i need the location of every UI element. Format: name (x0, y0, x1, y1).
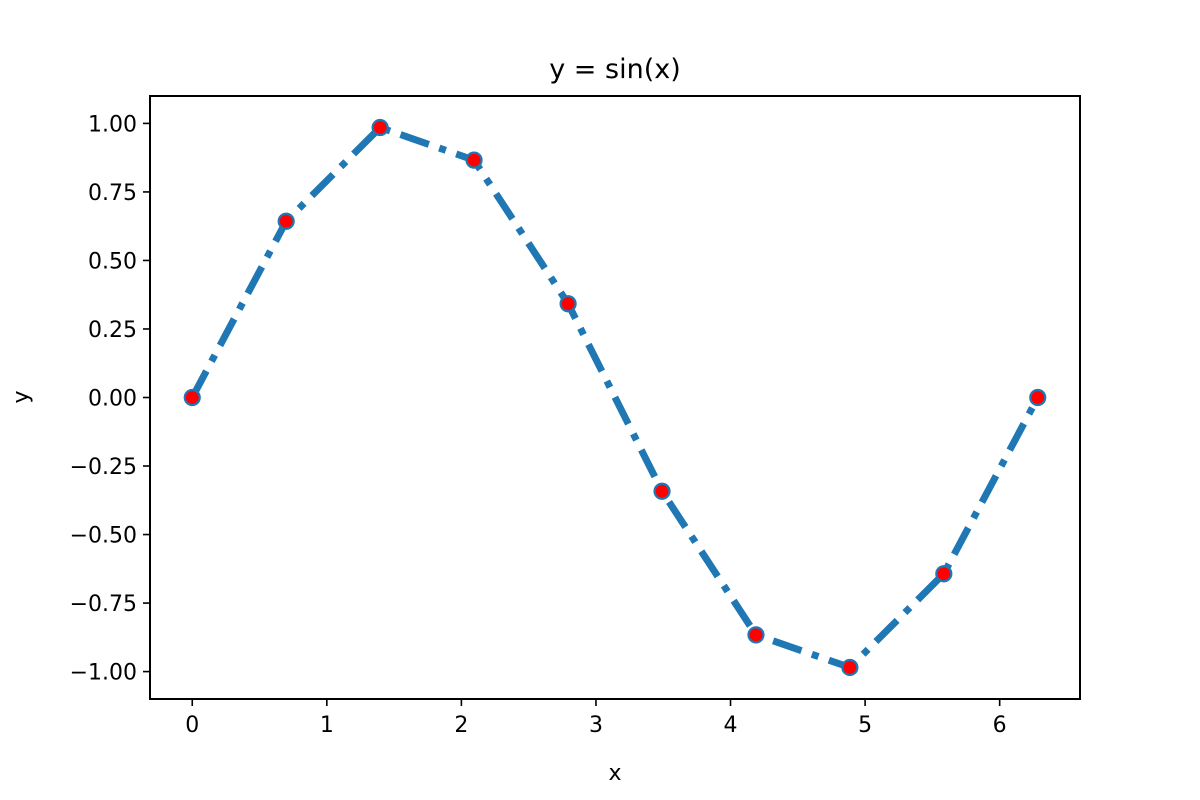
data-point-marker (747, 626, 765, 644)
x-axis-label: x (608, 761, 621, 786)
y-tick-label: 0.75 (88, 181, 137, 206)
y-tick-label: −1.00 (70, 661, 137, 686)
y-tick-label: 0.25 (88, 318, 137, 343)
y-axis-label: y (9, 390, 34, 403)
plot-area-frame (149, 95, 1081, 700)
x-tick-label: 5 (858, 713, 872, 738)
x-tick-label: 1 (320, 713, 334, 738)
y-tick-label: 0.00 (88, 387, 137, 412)
data-point-marker (841, 658, 859, 677)
x-tick-label: 6 (993, 713, 1007, 738)
x-tick-label: 2 (454, 713, 468, 738)
y-tick-label: 1.00 (88, 112, 137, 137)
x-tick-label: 4 (724, 713, 738, 738)
series-layer (183, 118, 1047, 677)
x-tick-label: 3 (589, 713, 603, 738)
data-point-marker (1029, 388, 1047, 407)
y-tick-label: −0.75 (70, 592, 137, 617)
x-tick-label: 0 (185, 713, 199, 738)
y-axis-ticks: 1.00 0.75 0.50 0.25 0.00 −0.25 −0.50 −0.75 −1.00 (70, 112, 150, 686)
y-tick-label: 0.50 (88, 249, 137, 274)
data-point-marker (183, 388, 201, 407)
series-line (189, 124, 1041, 671)
chart-title: y = sin(x) (549, 54, 681, 85)
data-point-marker (371, 118, 389, 137)
x-axis-ticks: 0 1 2 3 4 5 6 (185, 699, 1007, 738)
data-point-marker (653, 482, 671, 500)
y-tick-label: −0.50 (70, 524, 137, 549)
y-tick-label: −0.25 (70, 455, 137, 480)
data-point-marker (935, 565, 953, 583)
data-point-marker (277, 212, 295, 230)
data-point-marker (465, 151, 483, 169)
data-point-marker (559, 295, 577, 313)
